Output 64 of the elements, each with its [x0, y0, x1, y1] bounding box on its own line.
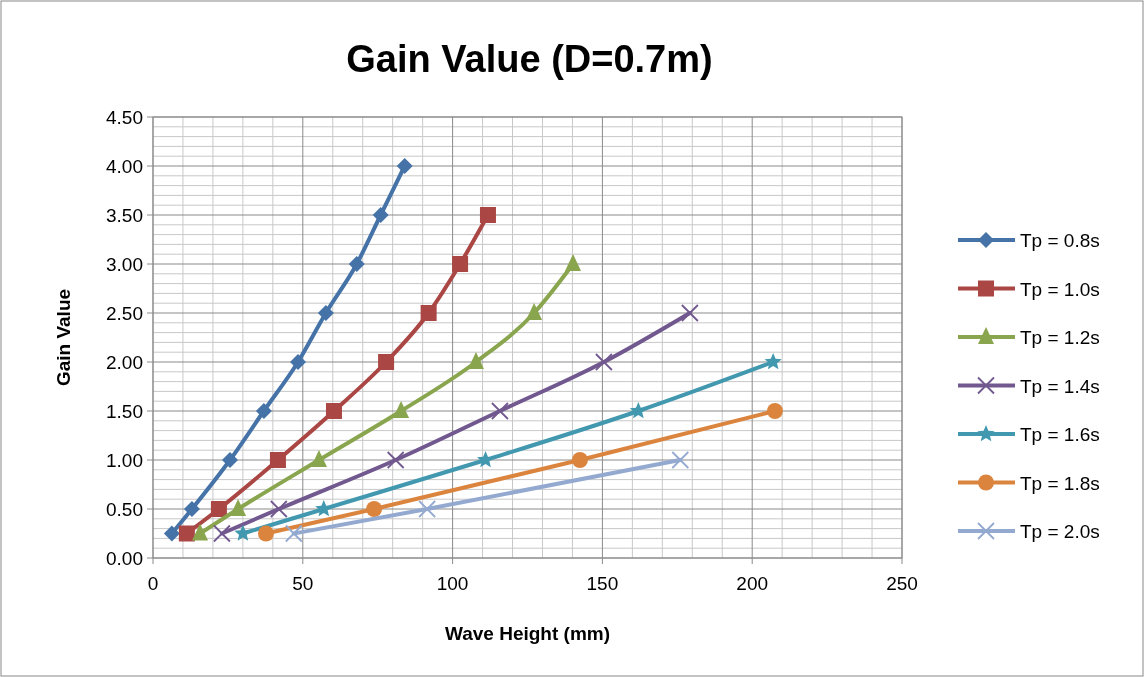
legend-label: Tp = 1.0s	[1020, 278, 1100, 300]
point	[671, 451, 690, 469]
point	[386, 451, 405, 469]
x-tick-label: 0	[147, 573, 159, 594]
x-tick-label: 150	[586, 573, 619, 594]
point	[230, 499, 247, 516]
y-axis-title: Gain Value	[53, 288, 74, 387]
point	[222, 452, 238, 468]
y-tick-label: 2.00	[106, 352, 143, 373]
point	[491, 402, 509, 420]
point	[348, 256, 365, 272]
point	[372, 207, 389, 223]
point	[255, 403, 272, 419]
point	[317, 305, 334, 321]
point	[257, 525, 274, 542]
x-tick-label: 200	[736, 573, 769, 594]
x-tick-label: 100	[436, 573, 469, 594]
point	[479, 207, 496, 223]
point	[526, 303, 543, 320]
point	[269, 500, 288, 518]
point	[766, 403, 783, 419]
point	[366, 501, 383, 517]
x-tick-label: 50	[292, 573, 314, 594]
legend-label: Tp = 2.0s	[1020, 521, 1100, 542]
y-tick-label: 3.50	[106, 205, 143, 226]
x-tick-label: 250	[886, 573, 918, 594]
point	[178, 525, 195, 542]
y-tick-label: 0.00	[106, 548, 143, 569]
legend-label: Tp = 1.4s	[1020, 375, 1100, 397]
point	[396, 158, 413, 174]
point	[420, 305, 437, 321]
point	[284, 524, 303, 543]
legend-label: Tp = 0.8s	[1020, 230, 1100, 251]
point	[467, 352, 484, 369]
y-tick-label: 1.00	[106, 450, 143, 471]
y-tick-label: 4.00	[106, 156, 143, 177]
point	[163, 525, 180, 542]
legend-label: Tp = 1.2s	[1020, 327, 1100, 348]
y-tick-label: 1.50	[106, 401, 143, 422]
legend-label: Tp = 1.6s	[1020, 424, 1100, 445]
point	[595, 353, 613, 371]
point	[192, 523, 209, 541]
point	[764, 353, 782, 370]
point	[210, 501, 227, 517]
legend-label: Tp = 1.8s	[1020, 472, 1100, 494]
point	[213, 524, 231, 543]
point	[269, 452, 286, 468]
chart-title: Gain Value (D=0.7m)	[346, 38, 713, 80]
point	[310, 450, 327, 467]
y-tick-label: 2.50	[106, 303, 143, 324]
point	[393, 401, 410, 418]
point	[325, 403, 342, 419]
x-axis-title: Wave Height (mm)	[444, 623, 611, 644]
point	[290, 354, 307, 370]
point	[183, 501, 200, 517]
point	[565, 254, 582, 271]
y-tick-label: 3.00	[106, 254, 143, 275]
y-tick-label: 0.50	[106, 499, 143, 520]
point	[571, 452, 588, 468]
point	[680, 304, 699, 322]
point	[378, 354, 395, 370]
point	[452, 256, 469, 272]
point	[418, 500, 437, 518]
y-tick-label: 4.50	[106, 107, 143, 128]
